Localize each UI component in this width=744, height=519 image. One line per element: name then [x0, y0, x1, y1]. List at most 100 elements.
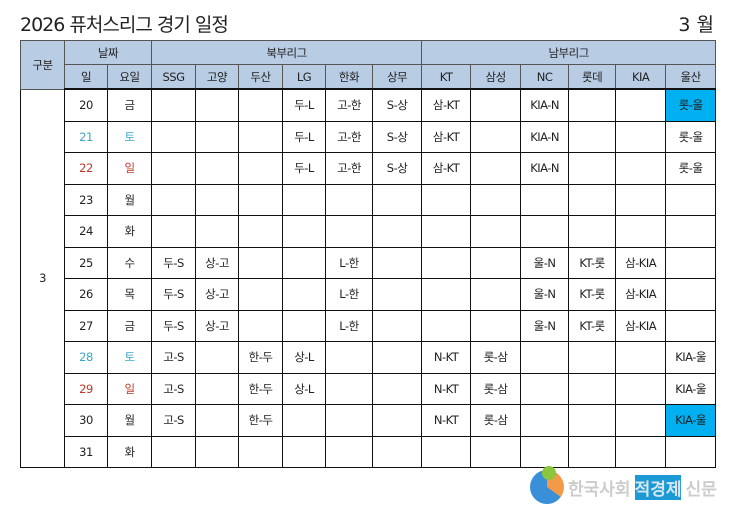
- table-row: 24 화: [21, 215, 717, 248]
- match-cell: 울-N: [520, 278, 570, 311]
- match-cell: [238, 215, 284, 248]
- match-cell: KT-롯: [568, 309, 617, 342]
- header-weekday: 요일: [106, 64, 153, 90]
- match-cell: [470, 215, 522, 248]
- day-cell: 27: [64, 309, 108, 342]
- match-cell: KIA-N: [520, 88, 570, 122]
- match-cell: 상-고: [195, 246, 240, 279]
- match-cell: L-한: [325, 278, 374, 311]
- match-cell: [282, 278, 327, 311]
- match-cell: 두-S: [151, 309, 197, 342]
- day-cell: 29: [64, 372, 108, 405]
- match-cell: [195, 435, 240, 468]
- match-cell: [615, 341, 667, 374]
- match-cell: [421, 215, 472, 248]
- match-cell: [325, 183, 374, 216]
- weekday-cell: 화: [106, 435, 153, 468]
- match-cell: [568, 404, 617, 437]
- match-cell: 롯-삼: [470, 372, 522, 405]
- match-cell: 고-한: [325, 120, 374, 153]
- table-row: 3 20 금 두-L 고-한 S-상 삼-KT KIA-N 롯-울: [20, 88, 717, 468]
- match-cell: [195, 152, 240, 185]
- logo-text: 적경제: [634, 474, 682, 500]
- table-row: 27 금 두-S 상-고 L-한 울-N KT-롯 삼-KIA: [21, 309, 717, 342]
- match-cell: 롯-삼: [470, 341, 522, 374]
- match-cell: 삼-KT: [421, 120, 472, 153]
- header-team: KIA: [615, 64, 667, 90]
- match-cell: [238, 183, 284, 216]
- match-cell: [238, 435, 284, 468]
- match-cell: [372, 183, 423, 216]
- match-cell: [421, 435, 472, 468]
- match-cell: [325, 404, 374, 437]
- match-cell: S-상: [372, 88, 423, 122]
- logo-emblem-icon: [530, 466, 564, 504]
- match-cell: [195, 183, 240, 216]
- match-cell: 한-두: [238, 341, 284, 374]
- day-cell: 24: [64, 215, 108, 248]
- match-cell: [568, 88, 617, 122]
- match-cell: [665, 435, 717, 468]
- match-cell: [665, 278, 717, 311]
- match-cell: 두-S: [151, 278, 197, 311]
- weekday-cell: 일: [106, 152, 153, 185]
- weekday-cell: 수: [106, 246, 153, 279]
- match-cell: [195, 215, 240, 248]
- match-cell: [195, 120, 240, 153]
- weekday-cell: 토: [106, 120, 153, 153]
- day-cell: 31: [64, 435, 108, 468]
- match-cell: [520, 341, 570, 374]
- match-cell: 두-S: [151, 246, 197, 279]
- match-cell: [568, 120, 617, 153]
- match-cell: [195, 341, 240, 374]
- schedule-table: 구분 날짜 북부리그 남부리그 일 요일 SSG 고양 두산 LG 한화 상무 KT 삼성 NC…: [20, 40, 717, 468]
- match-cell: [568, 372, 617, 405]
- match-cell: 상-L: [282, 341, 327, 374]
- match-cell: 고-한: [325, 152, 374, 185]
- match-cell: [665, 215, 717, 248]
- table-row: 25 수 두-S 상-고 L-한 울-N KT-롯 삼-KIA: [21, 246, 717, 279]
- match-cell: [151, 183, 197, 216]
- match-cell: [195, 88, 240, 122]
- weekday-cell: 월: [106, 404, 153, 437]
- header-south-league: 남부리그: [421, 40, 717, 65]
- match-cell: [470, 246, 522, 279]
- match-cell: [421, 183, 472, 216]
- newspaper-watermark-logo: 한국사회 적경제 신문: [530, 466, 717, 504]
- table-row: 22 일 두-L 고-한 S-상 삼-KT KIA-N 롯-울: [21, 152, 717, 185]
- match-cell: L-한: [325, 246, 374, 279]
- match-cell: [421, 309, 472, 342]
- match-cell: KIA-울: [665, 341, 717, 374]
- match-cell: KT-롯: [568, 246, 617, 279]
- match-cell: KIA-N: [520, 152, 570, 185]
- table-row: 23 월: [21, 183, 717, 216]
- header-north-league: 북부리그: [151, 40, 423, 65]
- match-cell: [282, 246, 327, 279]
- match-cell: 두-L: [282, 152, 327, 185]
- header-team: 롯데: [568, 64, 617, 90]
- match-cell: 롯-울: [665, 88, 717, 122]
- header-team: 삼성: [470, 64, 522, 90]
- match-cell: [372, 246, 423, 279]
- day-cell: 30: [64, 404, 108, 437]
- match-cell: 고-S: [151, 404, 197, 437]
- day-cell: 23: [64, 183, 108, 216]
- match-cell: [151, 435, 197, 468]
- match-cell: [568, 341, 617, 374]
- match-cell: 삼-KIA: [615, 278, 667, 311]
- match-cell: KIA-울: [665, 404, 717, 437]
- table-row: 28 토 고-S 한-두 상-L N-KT 롯-삼 KIA-울: [21, 341, 717, 374]
- match-cell: [282, 183, 327, 216]
- header-team: KT: [421, 64, 472, 90]
- weekday-cell: 금: [106, 88, 153, 122]
- match-cell: N-KT: [421, 404, 472, 437]
- match-cell: L-한: [325, 309, 374, 342]
- group-cell: 3: [20, 88, 65, 468]
- match-cell: [151, 120, 197, 153]
- match-cell: 롯-울: [665, 152, 717, 185]
- match-cell: 울-N: [520, 309, 570, 342]
- header-group: 구분: [20, 40, 65, 90]
- match-cell: [372, 215, 423, 248]
- match-cell: [520, 372, 570, 405]
- match-cell: [470, 309, 522, 342]
